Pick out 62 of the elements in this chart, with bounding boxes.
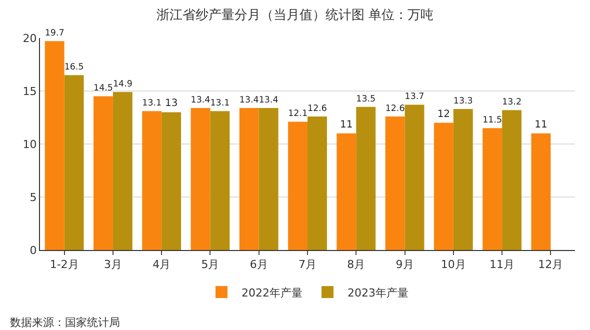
data-label: 13.7 — [404, 92, 424, 102]
bar — [94, 96, 113, 250]
x-tick-label: 5月 — [201, 258, 220, 272]
bar — [142, 111, 162, 250]
x-tick-label: 3月 — [104, 258, 122, 272]
data-label: 13.1 — [142, 98, 162, 109]
bar — [44, 41, 64, 250]
y-tick-label: 5 — [30, 190, 37, 204]
bar — [190, 108, 210, 250]
data-label: 13.1 — [210, 98, 230, 109]
bar — [308, 116, 327, 250]
data-label: 12.1 — [288, 109, 308, 120]
bar — [112, 92, 132, 250]
legend-label: 2022年产量 — [242, 286, 302, 300]
bar — [288, 122, 308, 250]
data-label: 13.4 — [239, 95, 260, 106]
x-tick-label: 6月 — [250, 258, 268, 272]
bar — [162, 112, 182, 250]
bar — [356, 106, 376, 250]
data-label: 13.5 — [356, 94, 376, 104]
source-note: 数据来源：国家统计局 — [10, 316, 120, 329]
x-tick-label: 1-2月 — [50, 258, 79, 272]
bar — [336, 133, 356, 250]
x-tick-label: 11月 — [490, 258, 515, 272]
data-label: 13.4 — [258, 95, 279, 106]
data-label: 19.7 — [44, 28, 64, 39]
data-label: 12.6 — [308, 104, 327, 114]
bar — [239, 108, 259, 250]
data-label: 12 — [437, 108, 450, 120]
data-label: 14.5 — [94, 84, 113, 94]
chart-title: 浙江省纱产量分月（当月值）统计图 单位：万吨 — [156, 8, 434, 23]
data-label: 12.6 — [385, 104, 405, 114]
bar — [482, 128, 502, 250]
y-tick-label: 20 — [22, 32, 37, 45]
x-tick-label: 7月 — [298, 258, 316, 272]
y-tick-label: 15 — [22, 84, 37, 98]
data-label: 11 — [340, 119, 353, 130]
data-label: 14.9 — [112, 79, 132, 90]
bar — [404, 104, 424, 250]
data-label: 11 — [534, 119, 548, 130]
legend-label: 2023年产量 — [348, 286, 408, 300]
bar — [531, 133, 551, 250]
data-label: 16.5 — [64, 62, 84, 72]
bar — [385, 116, 405, 250]
bar — [502, 110, 522, 250]
y-tick-label: 10 — [22, 138, 37, 151]
data-label: 11.5 — [482, 115, 502, 126]
bar — [453, 109, 473, 250]
bar — [434, 122, 454, 250]
data-label: 13.3 — [453, 96, 473, 106]
data-label: 13 — [164, 98, 178, 110]
data-label: 13.2 — [502, 97, 522, 108]
bar — [210, 111, 230, 250]
bar — [258, 108, 278, 250]
x-tick-label: 9月 — [396, 258, 414, 272]
x-tick-label: 4月 — [152, 258, 171, 272]
y-tick-label: 0 — [30, 244, 37, 257]
data-label: 13.4 — [190, 95, 211, 106]
x-tick-label: 12月 — [538, 258, 564, 272]
bar — [64, 75, 84, 250]
x-tick-label: 10月 — [440, 258, 466, 272]
x-tick-label: 8月 — [347, 258, 366, 272]
